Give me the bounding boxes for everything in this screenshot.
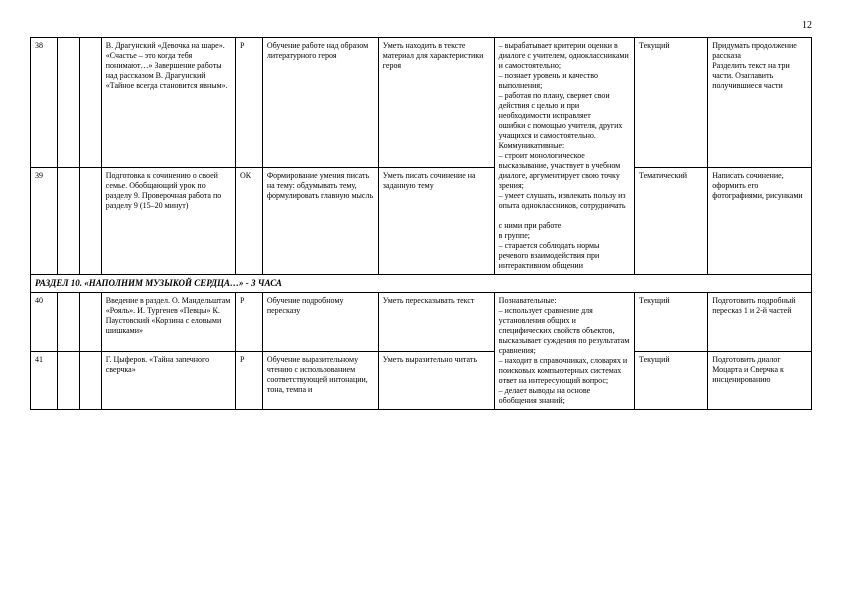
uud-text-bottom: – находит в справочниках, словарях и пои… [499,356,627,405]
cell-uud: – вырабатывает критерии оценки в диалоге… [494,38,634,275]
curriculum-table: 38 В. Драгунский «Девочка на шаре». «Сча… [30,37,812,410]
cell-num: 41 [31,351,58,410]
cell-activity: Формирование умения писать на тему: обду… [262,167,378,274]
cell-result: Уметь пересказывать текст [378,293,494,352]
cell [57,167,79,274]
cell-uud: Познавательные:– использует сравнение дл… [494,293,634,410]
table-row: 40 Введение в раздел. О. Мандельштам «Ро… [31,293,812,352]
uud-text-bottom: ошибки с помощью учителя, других учащихс… [499,121,626,270]
section-header-row: РАЗДЕЛ 10. «НАПОЛНИМ МУЗЫКОЙ СЕРДЦА…» - … [31,275,812,293]
cell-result: Уметь выразительно читать [378,351,494,410]
cell-home: Подготовить подробный пересказ 1 и 2-й ч… [708,293,812,352]
cell-home: Придумать продолжение рассказаРазделить … [708,38,812,168]
cell [57,38,79,168]
cell-activity: Обучение подробному пересказу [262,293,378,352]
cell-control: Текущий [635,293,708,352]
cell-type: Р [235,293,262,352]
cell [79,167,101,274]
cell-num: 39 [31,167,58,274]
cell [79,38,101,168]
table-row: 41 Г. Цыферов. «Тайна запечного сверчка»… [31,351,812,410]
cell [79,351,101,410]
cell-result: Уметь писать сочинение на заданную тему [378,167,494,274]
cell-theme: В. Драгунский «Девочка на шаре». «Счасть… [101,38,235,168]
cell-control: Тематический [635,167,708,274]
cell-activity: Обучение выразительному чтению с использ… [262,351,378,410]
uud-text-top: Познавательные:– использует сравнение дл… [499,296,630,355]
section-title: РАЗДЕЛ 10. «НАПОЛНИМ МУЗЫКОЙ СЕРДЦА…» - … [31,275,812,293]
cell-theme: Введение в раздел. О. Мандельштам «Рояль… [101,293,235,352]
table-row: 39 Подготовка к сочинению о своей семье.… [31,167,812,274]
cell-theme: Подготовка к сочинению о своей семье. Об… [101,167,235,274]
cell-type: Р [235,351,262,410]
cell-control: Текущий [635,351,708,410]
cell-home: Подготовить диалог Моцарта и Сверчка к и… [708,351,812,410]
cell-result: Уметь находить в тексте материал для хар… [378,38,494,168]
uud-text-top: – вырабатывает критерии оценки в диалоге… [499,41,629,120]
cell-type: ОК [235,167,262,274]
cell [57,351,79,410]
cell [57,293,79,352]
cell [79,293,101,352]
table-row: 38 В. Драгунский «Девочка на шаре». «Сча… [31,38,812,168]
cell-num: 40 [31,293,58,352]
page-number: 12 [30,20,812,31]
cell-activity: Обучение работе над образом литературног… [262,38,378,168]
cell-theme: Г. Цыферов. «Тайна запечного сверчка» [101,351,235,410]
cell-home: Написать сочинение, оформить его фотогра… [708,167,812,274]
cell-type: Р [235,38,262,168]
cell-num: 38 [31,38,58,168]
cell-control: Текущий [635,38,708,168]
